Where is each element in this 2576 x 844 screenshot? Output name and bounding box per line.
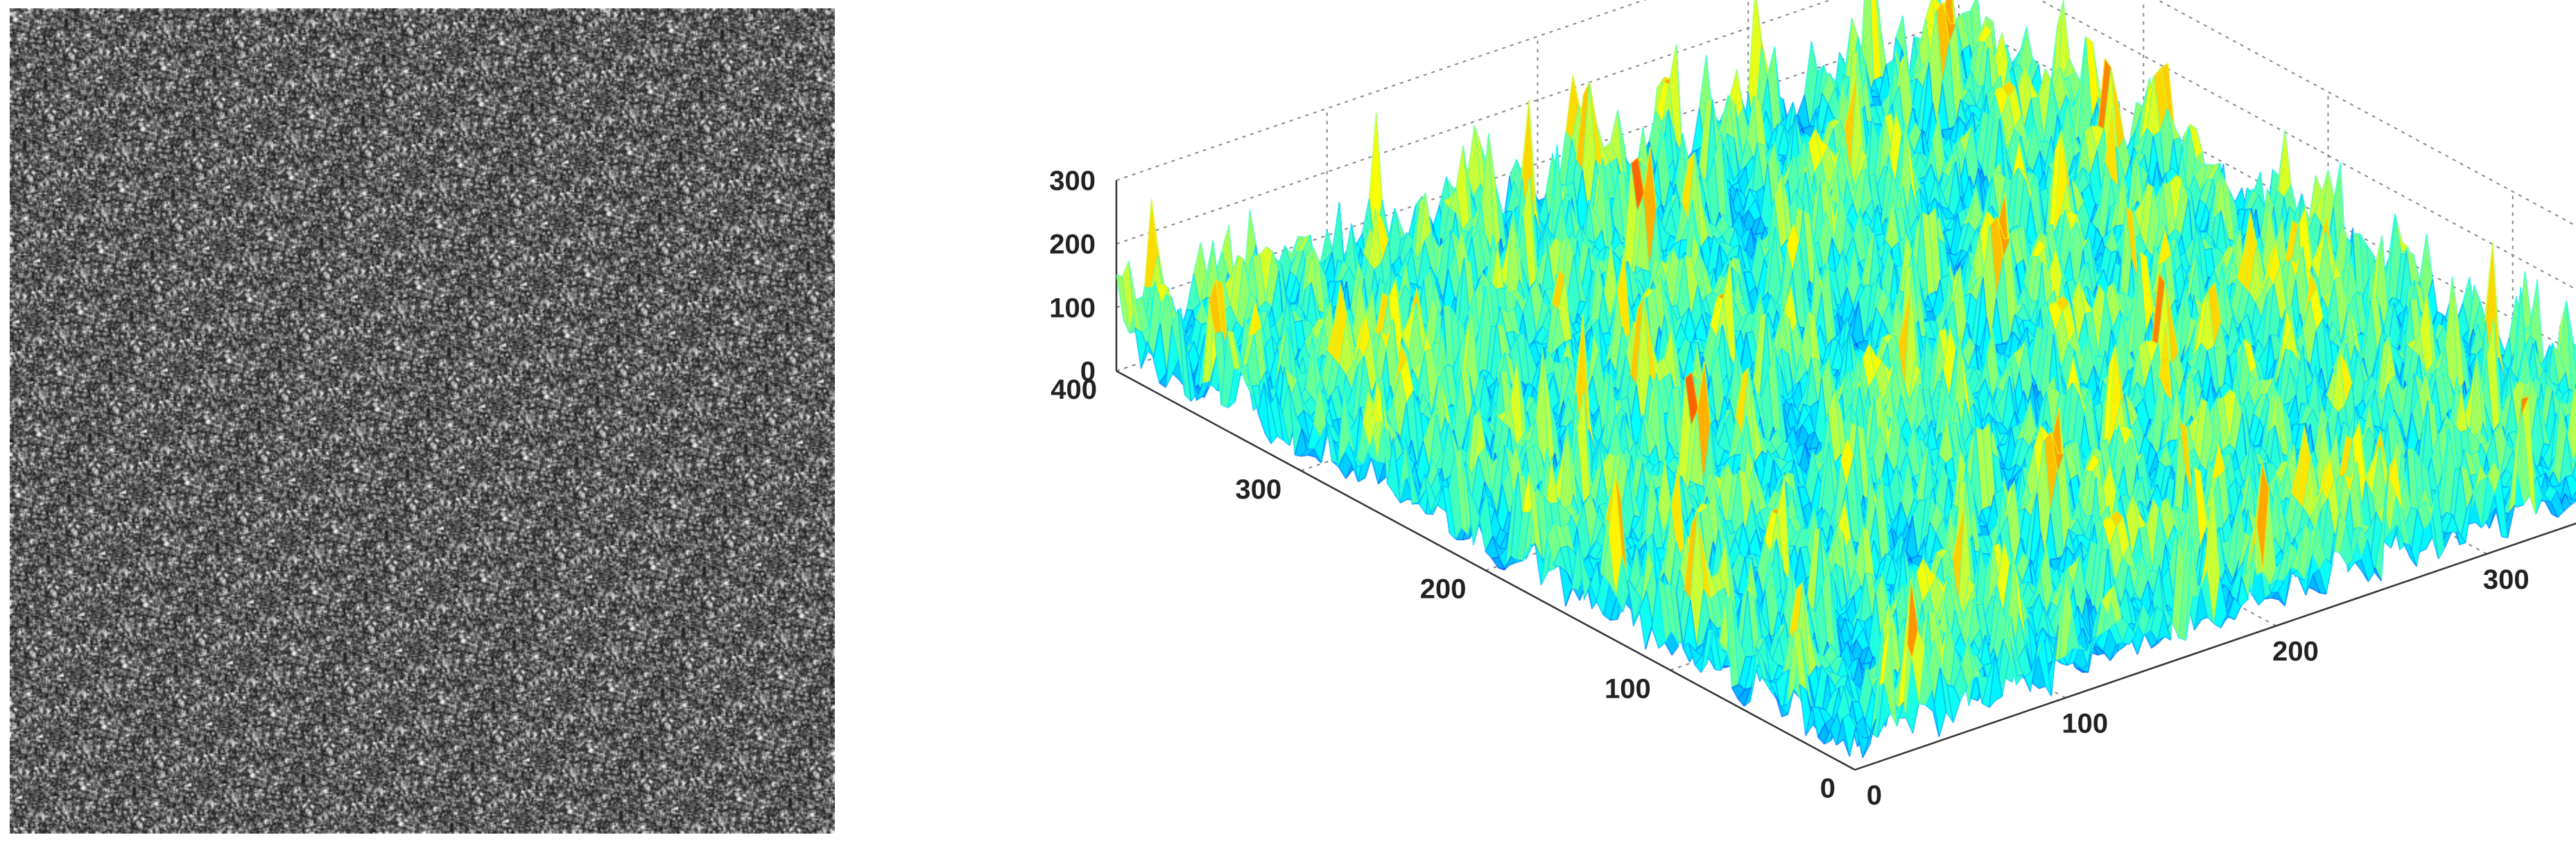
speckle-image — [10, 8, 835, 834]
speckle-image-canvas — [10, 8, 835, 834]
surface-mesh — [922, 0, 2576, 844]
surface-plot: 010020030040001002003004000100200300 — [922, 0, 2576, 844]
